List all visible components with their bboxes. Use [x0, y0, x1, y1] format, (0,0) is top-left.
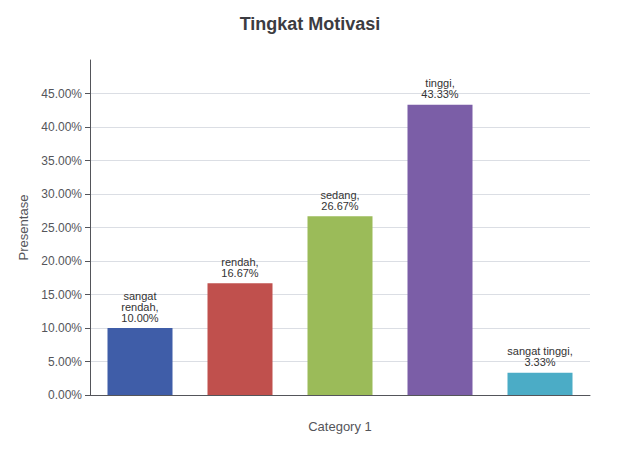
svg-text:Category 1: Category 1 [308, 419, 372, 434]
svg-text:3.33%: 3.33% [524, 356, 555, 368]
svg-text:16.67%: 16.67% [221, 267, 259, 279]
svg-text:sedang,: sedang, [320, 188, 360, 201]
svg-text:0.00%: 0.00% [48, 388, 82, 402]
svg-text:20.00%: 20.00% [41, 254, 82, 268]
svg-text:tinggi,: tinggi, [425, 77, 455, 90]
svg-text:sangat tinggi,: sangat tinggi, [507, 345, 573, 358]
svg-text:10.00%: 10.00% [41, 321, 82, 335]
svg-text:5.00%: 5.00% [48, 355, 82, 369]
svg-text:Tingkat Motivasi: Tingkat Motivasi [240, 14, 381, 34]
svg-text:sangat: sangat [123, 289, 157, 302]
svg-text:43.33%: 43.33% [421, 88, 459, 100]
svg-text:rendah,: rendah, [221, 255, 259, 268]
svg-text:10.00%: 10.00% [121, 312, 159, 324]
svg-text:26.67%: 26.67% [321, 200, 359, 212]
svg-text:Presentase: Presentase [16, 195, 31, 261]
svg-text:15.00%: 15.00% [41, 288, 82, 302]
svg-text:45.00%: 45.00% [41, 87, 82, 101]
svg-text:35.00%: 35.00% [41, 154, 82, 168]
svg-text:40.00%: 40.00% [41, 120, 82, 134]
svg-text:25.00%: 25.00% [41, 221, 82, 235]
svg-text:rendah,: rendah, [121, 300, 159, 313]
svg-text:30.00%: 30.00% [41, 187, 82, 201]
